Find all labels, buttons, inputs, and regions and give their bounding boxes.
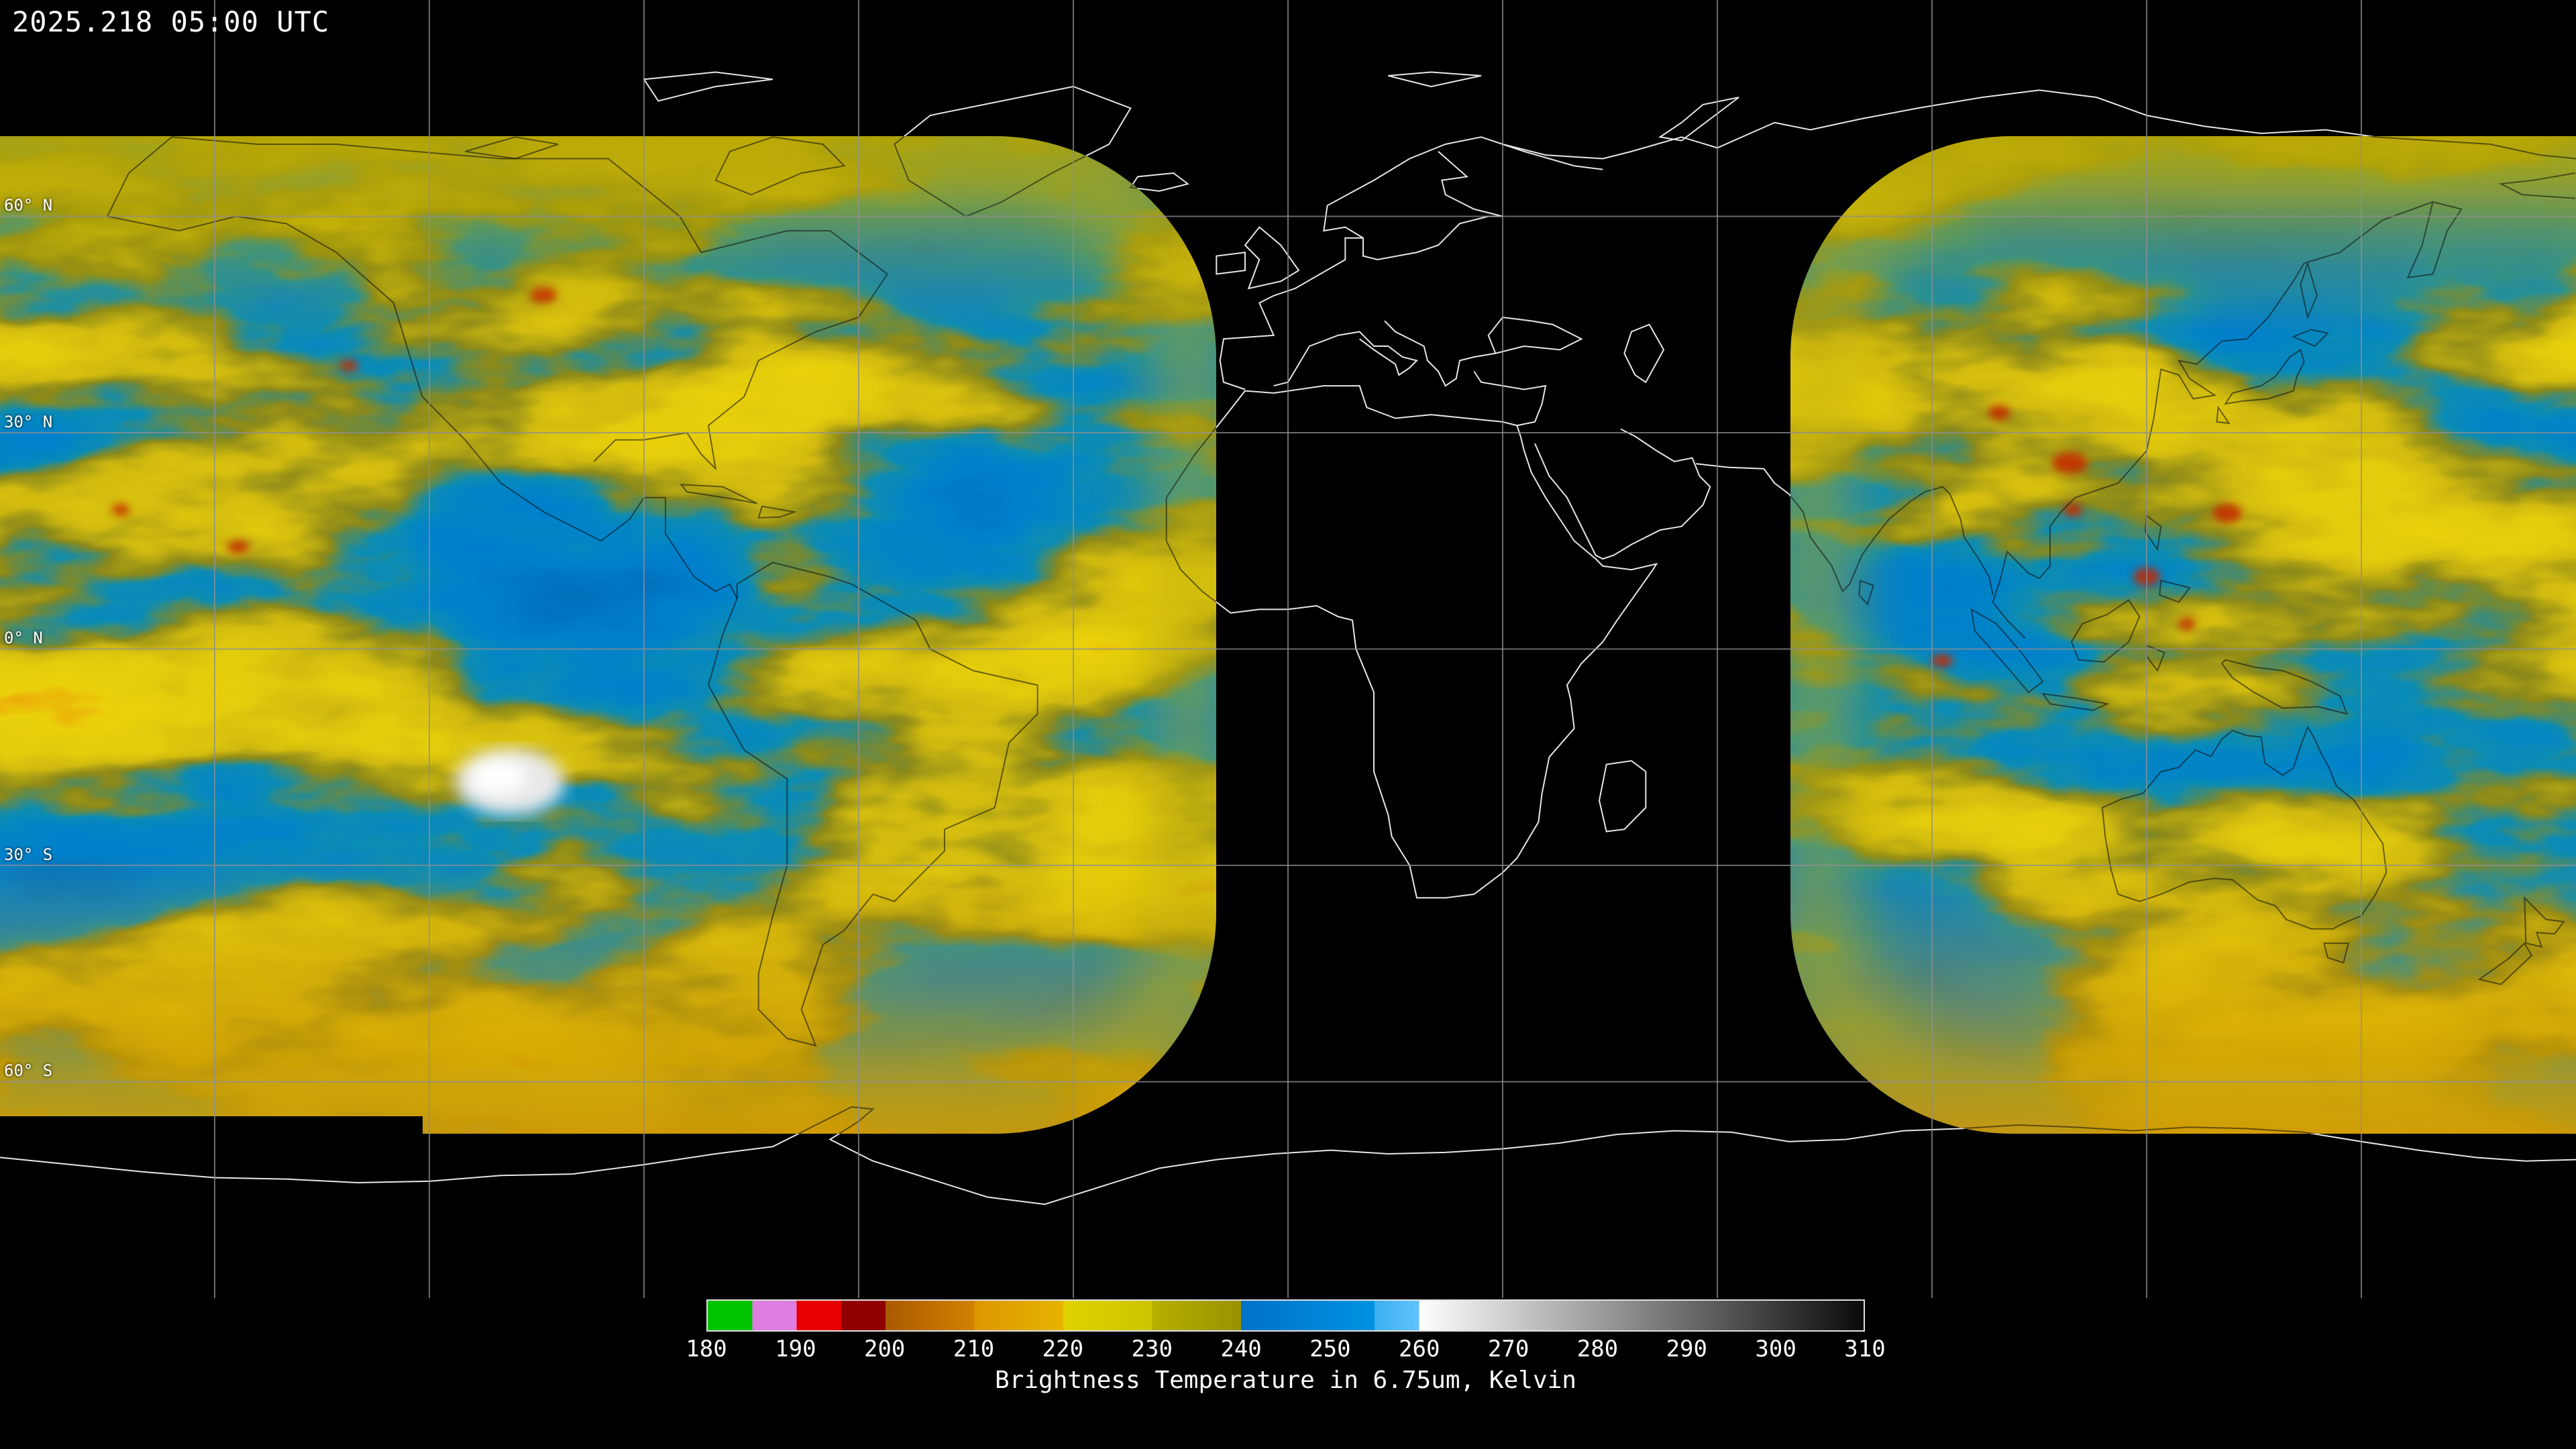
colorbar-title: Brightness Temperature in 6.75um, Kelvin xyxy=(995,1366,1576,1394)
latitude-label-30s: 30° S xyxy=(4,845,53,864)
colorbar-tick-label: 190 xyxy=(775,1336,816,1362)
colorbar-tick-label: 300 xyxy=(1755,1336,1796,1362)
colorbar-tick-label: 280 xyxy=(1576,1336,1619,1362)
colorbar: 180 190 200 210 220 230 240 250 260 270 280 290 300 3… xyxy=(686,1299,1886,1394)
colorbar-tick-label: 200 xyxy=(863,1336,906,1362)
deep-convection-spots-east xyxy=(1931,405,2242,667)
latitude-label-60n: 60° N xyxy=(4,196,53,215)
colorbar-tick-row: 180 190 200 210 220 230 240 250 260 270 280 290 300 3… xyxy=(686,1336,1885,1364)
latitude-label-30n: 30° N xyxy=(4,413,53,431)
colorbar-tick-label: 210 xyxy=(953,1336,995,1362)
deep-convection-spots-west xyxy=(112,287,557,553)
colorbar-tick-label: 270 xyxy=(1487,1336,1529,1362)
latitude-label-0n: 0° N xyxy=(4,629,43,647)
colorbar-tick-label: 290 xyxy=(1666,1336,1708,1362)
swath-west-bottom-notch xyxy=(0,1116,423,1138)
colorbar-tick-label: 220 xyxy=(1042,1336,1084,1362)
timestamp: 2025.218 05:00 UTC xyxy=(12,5,330,38)
colorbar-tick-label: 180 xyxy=(686,1336,727,1362)
colorbar-tick-label: 260 xyxy=(1399,1336,1440,1362)
cold-white-cloud-patch xyxy=(455,748,565,815)
colorbar-tick-label: 240 xyxy=(1220,1336,1262,1362)
colorbar-tick-label: 310 xyxy=(1844,1336,1886,1362)
satellite-swath-east xyxy=(1790,136,2576,1134)
colorbar-tick-label: 230 xyxy=(1131,1336,1173,1362)
latitude-label-60s: 60° S xyxy=(4,1061,53,1080)
graticule-layer xyxy=(0,0,2576,1298)
satellite-swath-west xyxy=(0,136,1216,1134)
colorbar-gradient xyxy=(706,1299,1865,1332)
colorbar-tick-label: 250 xyxy=(1309,1336,1351,1362)
